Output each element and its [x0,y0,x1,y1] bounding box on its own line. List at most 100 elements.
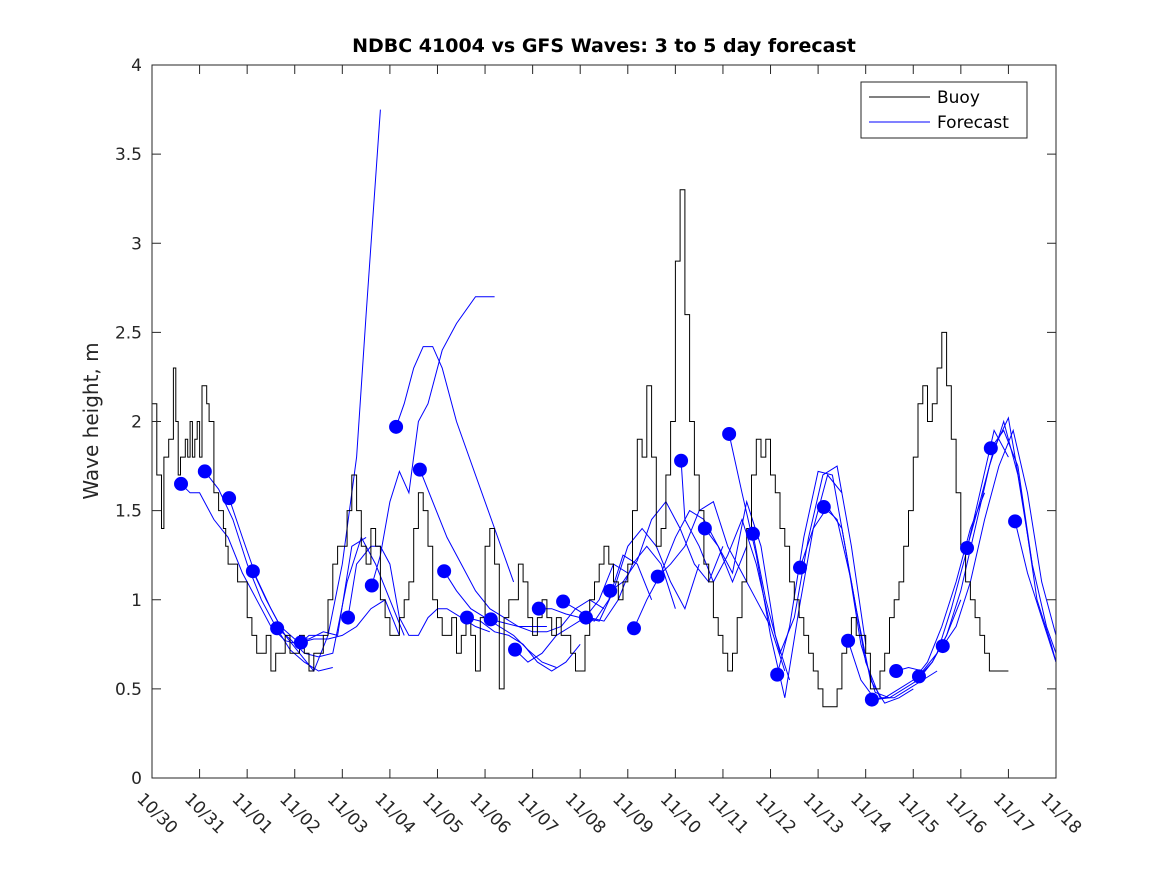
forecast-line [633,509,748,629]
x-axis: 10/3010/3111/0111/0211/0311/0411/0511/06… [132,65,1085,838]
y-tick-label: 1.5 [115,502,142,522]
forecast-marker [293,635,308,650]
y-tick-label: 0.5 [115,680,142,700]
forecast-marker [245,564,260,579]
forecast-line [514,563,629,663]
y-axis: 0 0.5 1 1.5 2 2.5 3 3.5 4 [115,56,1056,789]
y-tick-label: 1 [131,591,142,611]
forecast-marker [364,578,379,593]
forecast-line [752,465,867,655]
forecast-markers [174,419,1023,707]
x-tick-label: 10/30 [132,789,181,838]
forecast-line [466,617,581,672]
forecast-line [990,429,1056,654]
x-tick-label: 11/03 [323,789,372,838]
forecast-line [371,296,495,586]
forecast-marker [222,491,237,506]
x-tick-label: 11/16 [941,789,990,838]
forecast-line [1014,521,1056,663]
y-tick-label: 2.5 [115,323,142,343]
forecast-line [585,527,700,622]
forecast-line [823,506,938,699]
forecast-marker [341,610,356,625]
legend-forecast-label: Forecast [937,113,1009,133]
forecast-marker [531,601,546,616]
forecast-marker [816,500,831,515]
forecast-marker [412,462,427,477]
forecast-marker [270,621,285,636]
x-tick-label: 11/10 [656,789,705,838]
forecast-marker [983,441,998,456]
buoy-line [152,189,1009,708]
y-tick-label: 2 [131,413,142,433]
forecast-line [395,346,515,583]
forecast-marker [197,464,212,479]
legend: Buoy Forecast [860,81,1028,139]
x-tick-label: 11/18 [1036,789,1085,838]
forecast-line [657,500,771,627]
y-axis-label: Wave height, m [79,342,103,499]
x-tick-label: 11/09 [608,789,657,838]
forecast-marker [603,583,618,598]
forecast-marker [745,526,760,541]
y-tick-label: 4 [131,56,142,76]
forecast-marker [1008,514,1023,529]
forecast-marker [578,610,593,625]
forecast-marker [483,612,498,627]
forecast-line [680,460,786,672]
forecast-line [204,471,333,672]
forecast-line [490,599,605,633]
forecast-line [918,419,1033,677]
x-tick-label: 11/13 [799,789,848,838]
forecast-line [942,428,1056,647]
x-tick-label: 11/07 [513,789,562,838]
forecast-line [728,433,843,698]
chart-title: NDBC 41004 vs GFS Waves: 3 to 5 day fore… [352,35,856,57]
x-tick-label: 11/05 [418,789,467,838]
x-tick-label: 11/11 [703,789,752,838]
forecast-marker [722,426,737,441]
buoy-line-group [152,189,1009,708]
forecast-marker [508,642,523,657]
legend-buoy-label: Buoy [937,88,980,108]
forecast-line [562,545,676,622]
forecast-marker [960,541,975,556]
x-tick-label: 11/15 [894,789,943,838]
x-tick-label: 11/08 [561,789,610,838]
forecast-marker [935,639,950,654]
forecast-marker [889,664,904,679]
forecast-marker [770,667,785,682]
x-tick-label: 11/01 [228,789,277,838]
y-tick-label: 0 [131,769,142,789]
x-tick-label: 11/04 [370,789,419,838]
x-tick-label: 11/02 [275,789,324,838]
x-tick-label: 11/06 [466,789,515,838]
x-tick-label: 11/12 [751,789,800,838]
x-tick-label: 10/31 [180,789,229,838]
legend-box [860,81,1028,139]
forecast-line [419,469,547,627]
forecast-marker [697,521,712,536]
forecast-marker [911,669,926,684]
y-tick-label: 3.5 [115,145,142,165]
forecast-marker [793,560,808,575]
forecast-line [300,599,400,643]
x-tick-label: 11/14 [846,789,895,838]
forecast-marker [556,594,571,609]
forecast-marker [626,621,641,636]
forecast-marker [174,476,189,491]
forecast-lines [180,109,1056,704]
forecast-line [871,492,986,701]
forecast-line [228,109,381,672]
y-tick-label: 3 [131,234,142,254]
forecast-marker [674,453,689,468]
forecast-line [252,536,367,640]
forecast-marker [437,564,452,579]
x-tick-label: 11/17 [989,789,1038,838]
forecast-marker [864,692,879,707]
forecast-marker [389,419,404,434]
forecast-marker [650,569,665,584]
forecast-line [347,545,490,636]
forecast-marker [841,633,856,648]
